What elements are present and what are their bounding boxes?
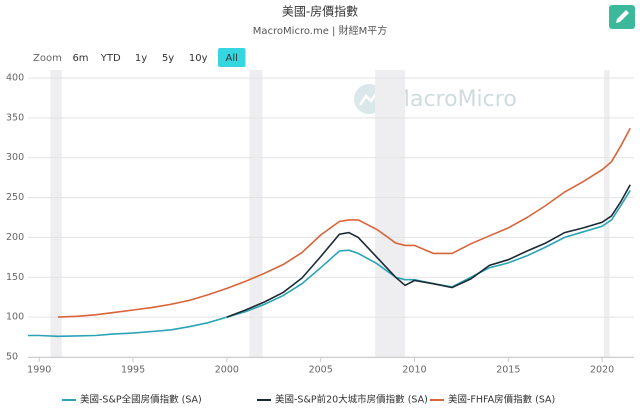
y-tick-label: 300 xyxy=(6,152,24,163)
x-tick-label: 1990 xyxy=(27,365,51,376)
legend-label: 美國-S&P前20大城市房價指數 (SA) xyxy=(275,394,428,406)
zoom-button-bg xyxy=(218,48,246,67)
zoom-button-label: 6m xyxy=(72,53,88,64)
chart-subtitle: MacroMicro.me | 財經M平方 xyxy=(253,24,387,37)
x-tick-label: 1995 xyxy=(121,365,145,376)
legend-item[interactable]: 美國-FHFA房價指數 (SA) xyxy=(430,394,555,406)
zoom-button[interactable]: All xyxy=(218,48,246,67)
y-tick-label: 150 xyxy=(6,272,24,283)
legend-label: 美國-FHFA房價指數 (SA) xyxy=(448,394,555,406)
y-tick-label: 200 xyxy=(6,232,24,243)
legend-item[interactable]: 美國-S&P全國房價指數 (SA) xyxy=(62,394,202,406)
zoom-button-label: 5y xyxy=(162,53,174,64)
legend-item[interactable]: 美國-S&P前20大城市房價指數 (SA) xyxy=(257,394,428,406)
x-tick-label: 2015 xyxy=(496,365,520,376)
chart-title: 美國-房價指數 xyxy=(282,4,358,19)
y-tick-label: 250 xyxy=(6,192,24,203)
zoom-label: Zoom xyxy=(33,53,62,64)
series-line xyxy=(57,127,631,318)
recession-band xyxy=(375,70,406,357)
recession-band xyxy=(603,70,610,357)
zoom-button[interactable]: 1y xyxy=(135,53,147,64)
zoom-button-label: YTD xyxy=(100,53,121,64)
recession-band xyxy=(249,70,263,357)
edit-button[interactable] xyxy=(609,5,635,29)
zoom-button-label: 10y xyxy=(189,53,208,64)
watermark-text: MacroMicro xyxy=(391,87,517,112)
y-tick-label: 350 xyxy=(6,112,24,123)
zoom-button-label: All xyxy=(226,53,238,64)
edit-icon xyxy=(616,10,629,23)
x-tick-label: 2005 xyxy=(309,365,333,376)
x-tick-label: 2010 xyxy=(402,365,426,376)
zoom-button[interactable]: 5y xyxy=(162,53,174,64)
zoom-button[interactable]: YTD xyxy=(100,53,121,64)
zoom-button[interactable]: 6m xyxy=(72,53,88,64)
y-tick-label: 50 xyxy=(6,352,18,363)
zoom-button[interactable]: 10y xyxy=(189,53,208,64)
zoom-button-label: 1y xyxy=(135,53,147,64)
series-line xyxy=(28,189,631,338)
watermark-logo-line xyxy=(358,90,380,106)
legend-label: 美國-S&P全國房價指數 (SA) xyxy=(80,394,202,406)
y-tick-label: 400 xyxy=(6,73,24,84)
x-tick-label: 2020 xyxy=(590,365,614,376)
series-line xyxy=(226,184,631,318)
y-tick-label: 100 xyxy=(6,312,24,323)
x-tick-label: 2000 xyxy=(215,365,239,376)
recession-band xyxy=(50,70,62,357)
